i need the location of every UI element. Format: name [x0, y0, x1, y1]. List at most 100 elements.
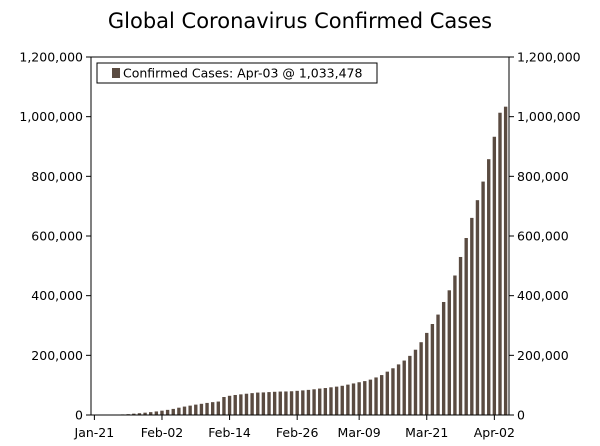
bar: [481, 181, 485, 415]
bar: [188, 405, 192, 415]
y-tick-label: 800,000: [31, 169, 83, 184]
bar: [227, 395, 232, 415]
bar: [312, 389, 316, 415]
y-tick-label: 1,000,000: [19, 109, 83, 124]
legend-swatch: [112, 68, 120, 78]
bar: [368, 379, 373, 415]
y-tick-label: 0: [75, 408, 83, 423]
y-tick-label: 400,000: [31, 288, 83, 303]
y-tick-label: 1,200,000: [19, 50, 83, 65]
legend-label: Confirmed Cases: Apr-03 @ 1,033,478: [123, 66, 363, 81]
bar: [160, 410, 164, 415]
bar: [256, 392, 260, 415]
bar: [374, 377, 378, 415]
y-tick-label-right: 1,000,000: [517, 109, 581, 124]
bar: [284, 391, 288, 415]
bar: [318, 388, 322, 415]
bar: [278, 391, 282, 415]
bar: [210, 402, 215, 415]
bar: [436, 314, 440, 415]
bar: [413, 349, 418, 415]
x-tick-label: Apr-02: [474, 425, 515, 440]
bar: [199, 403, 204, 415]
bar: [205, 402, 209, 415]
bars-group: [92, 106, 508, 416]
bar: [503, 106, 508, 416]
y-tick-label-right: 200,000: [517, 348, 569, 363]
y-tick-label-right: 0: [517, 408, 525, 423]
y-tick-label-right: 400,000: [517, 288, 569, 303]
bar: [458, 256, 463, 415]
y-tick-label: 600,000: [31, 229, 83, 244]
bar: [475, 200, 480, 415]
bar: [272, 391, 277, 415]
bar: [289, 391, 294, 415]
bar: [182, 406, 187, 415]
bar: [351, 383, 356, 415]
chart-title: Global Coronavirus Confirmed Cases: [108, 9, 492, 33]
bar: [447, 290, 451, 415]
bar: [171, 408, 175, 415]
bar: [267, 392, 271, 415]
bar: [295, 390, 299, 415]
y-tick-label-right: 1,200,000: [517, 50, 581, 65]
bar: [239, 394, 243, 415]
bar: [301, 390, 305, 415]
right-y-axis: 0 200,000 400,000 600,000 800,000 1,000,000 1,…: [509, 50, 581, 423]
bar: [323, 388, 328, 415]
bar: [441, 301, 446, 415]
bar: [216, 401, 221, 415]
legend: Confirmed Cases: Apr-03 @ 1,033,478: [96, 62, 378, 84]
bar: [379, 375, 384, 415]
bar: [419, 342, 423, 415]
bar: [329, 387, 333, 415]
bar: [137, 413, 142, 415]
bar: [143, 412, 147, 415]
x-axis: Jan-21 Feb-02 Feb-14 Feb-26 Mar-09 Mar-21 Apr-…: [74, 415, 515, 440]
bar: [470, 217, 474, 415]
bar: [165, 409, 170, 415]
bar: [340, 385, 344, 415]
plot-frame: [90, 56, 510, 416]
bar: [132, 413, 136, 415]
bar: [177, 407, 181, 415]
bar: [194, 404, 198, 415]
x-tick-label: Mar-21: [405, 425, 448, 440]
legend-box: [96, 62, 378, 84]
bar: [385, 371, 390, 415]
bar: [487, 159, 491, 415]
bar: [334, 386, 339, 415]
bar: [453, 275, 457, 415]
bar: [430, 324, 435, 415]
bar: [402, 360, 406, 415]
x-tick-label: Jan-21: [74, 425, 115, 440]
bar: [149, 412, 153, 415]
x-tick-label: Feb-14: [208, 425, 251, 440]
bar: [425, 332, 429, 415]
bar: [154, 411, 159, 415]
y-tick-label-right: 800,000: [517, 169, 569, 184]
y-tick-label-right: 600,000: [517, 229, 569, 244]
bar: [244, 393, 249, 415]
y-tick-label: 200,000: [31, 348, 83, 363]
bar: [233, 394, 237, 415]
bar: [464, 238, 468, 415]
left-y-axis: 0 200,000 400,000 600,000 800,000 1,000,000 1,…: [19, 50, 91, 423]
bar: [346, 384, 350, 415]
bar: [492, 136, 497, 415]
bar: [391, 368, 395, 415]
bar: [250, 393, 254, 415]
bar: [363, 381, 367, 415]
bar: [222, 397, 226, 415]
bar: [396, 364, 401, 415]
bar: [357, 382, 361, 415]
bar: [498, 112, 502, 415]
bar: [306, 389, 311, 415]
bar: [408, 355, 412, 415]
x-tick-label: Feb-26: [276, 425, 319, 440]
x-tick-label: Mar-09: [338, 425, 381, 440]
bar: [261, 392, 266, 415]
x-tick-label: Feb-02: [141, 425, 184, 440]
